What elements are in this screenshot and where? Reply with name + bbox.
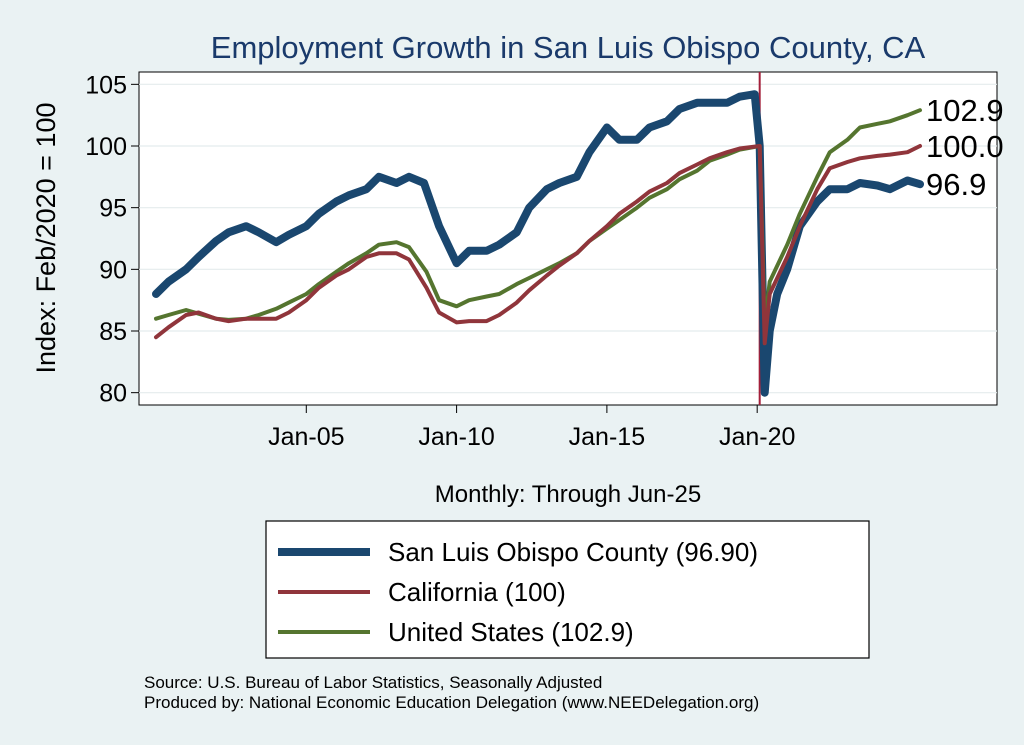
y-tick-label: 85: [99, 318, 127, 346]
y-tick-label: 90: [99, 256, 127, 284]
y-tick-label: 105: [85, 71, 127, 99]
legend-label-1: California (100): [388, 577, 566, 607]
source-line: Source: U.S. Bureau of Labor Statistics,…: [144, 673, 602, 692]
x-axis: Jan-05 Jan-10 Jan-15 Jan-20: [268, 405, 795, 451]
x-tick-label: Jan-20: [719, 423, 795, 451]
series-line-0: [152, 90, 924, 397]
x-tick-label: Jan-05: [268, 423, 344, 451]
y-tick-label: 100: [85, 133, 127, 161]
x-tick-label: Jan-10: [418, 423, 494, 451]
y-axis: 80 85 90 95 100 105: [85, 71, 139, 408]
x-axis-note: Monthly: Through Jun-25: [435, 481, 701, 508]
legend: San Luis Obispo County (96.90) California…: [265, 520, 870, 659]
legend-label-2: United States (102.9): [388, 617, 634, 647]
end-label-2: 102.9: [926, 93, 1004, 128]
legend-label-0: San Luis Obispo County (96.90): [388, 537, 758, 567]
y-axis-title: Index: Feb/2020 = 100: [31, 103, 61, 374]
series-lines: [152, 90, 924, 397]
end-label-0: 96.9: [926, 167, 986, 202]
y-tick-label: 95: [99, 195, 127, 223]
end-label-1: 100.0: [926, 129, 1004, 164]
series-line-2: [154, 108, 922, 327]
gridlines: [139, 72, 997, 405]
x-tick-label: Jan-15: [569, 423, 645, 451]
chart-title: Employment Growth in San Luis Obispo Cou…: [211, 30, 926, 65]
legend-box: [265, 520, 870, 659]
series-line-1: [154, 144, 922, 346]
produced-by-line: Produced by: National Economic Education…: [144, 693, 759, 712]
y-tick-label: 80: [99, 380, 127, 408]
